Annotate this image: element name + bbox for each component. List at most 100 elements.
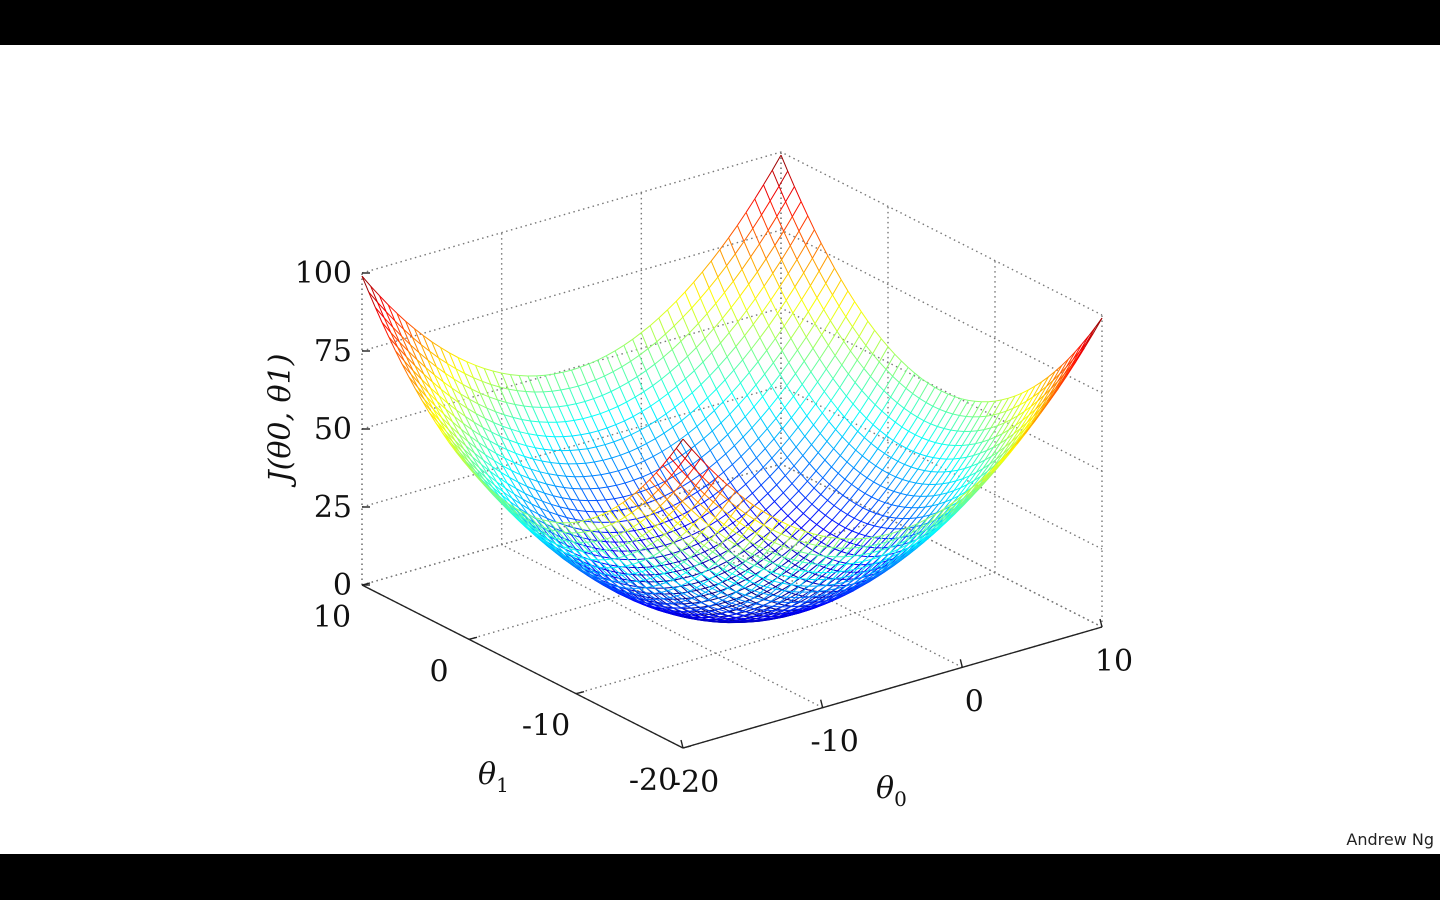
- mesh-line: [790, 417, 799, 428]
- mesh-line: [674, 607, 681, 609]
- mesh-line: [857, 564, 867, 573]
- y-tick-mark: [468, 636, 478, 641]
- mesh-line: [718, 578, 726, 585]
- mesh-line: [736, 225, 745, 242]
- mesh-line: [893, 518, 904, 530]
- mesh-line: [447, 363, 457, 370]
- mesh-line: [742, 436, 751, 448]
- mesh-line: [786, 571, 794, 576]
- mesh-line: [700, 375, 711, 385]
- mesh-line: [575, 403, 584, 419]
- mesh-line: [462, 384, 470, 400]
- mesh-line: [751, 427, 759, 439]
- mesh-line: [734, 253, 743, 270]
- mesh-line: [853, 517, 862, 522]
- mesh-line: [915, 482, 923, 485]
- mesh-line: [474, 452, 484, 461]
- mesh-line: [872, 410, 883, 425]
- mesh-line: [654, 438, 663, 452]
- mesh-line: [863, 424, 874, 438]
- mesh-line: [734, 436, 744, 447]
- mesh-line: [872, 555, 882, 560]
- mesh-line: [696, 418, 706, 427]
- mesh-line: [964, 455, 974, 469]
- mesh-line: [705, 610, 713, 615]
- mesh-line: [748, 372, 757, 386]
- mesh-line: [786, 446, 797, 458]
- mesh-line: [462, 423, 471, 437]
- mesh-line: [575, 401, 586, 405]
- mesh-line: [951, 469, 959, 472]
- mesh-line: [585, 461, 595, 464]
- mesh-line: [541, 536, 552, 546]
- mesh-line: [908, 468, 919, 482]
- mesh-line: [700, 384, 709, 399]
- mesh-line: [914, 420, 925, 436]
- mesh-line: [623, 420, 632, 435]
- mesh-line: [925, 387, 936, 403]
- mesh-line: [1026, 408, 1037, 423]
- mesh-line: [535, 517, 545, 529]
- mesh-line: [805, 487, 815, 499]
- mesh-line: [630, 581, 640, 589]
- mesh-line: [864, 481, 875, 494]
- mesh-line: [516, 390, 525, 407]
- mesh-line: [813, 412, 823, 426]
- mesh-line: [421, 400, 430, 413]
- mesh-line: [841, 350, 851, 366]
- mesh-line: [525, 445, 534, 460]
- mesh-line: [575, 521, 586, 533]
- mesh-line: [524, 518, 534, 529]
- mesh-line: [401, 335, 411, 346]
- mesh-line: [570, 534, 581, 538]
- mesh-line: [661, 451, 670, 464]
- mesh-line: [399, 341, 409, 352]
- mesh-line: [880, 485, 888, 490]
- mesh-line: [683, 561, 693, 569]
- mesh-line: [663, 573, 673, 581]
- mesh-line: [958, 484, 968, 497]
- mesh-line: [823, 593, 831, 600]
- mesh-line: [704, 485, 712, 495]
- mesh-line: [442, 381, 451, 397]
- mesh-line: [722, 615, 730, 619]
- mesh-line: [686, 531, 696, 540]
- mesh-line: [682, 534, 692, 540]
- mesh-line: [799, 406, 808, 417]
- mesh-line: [728, 491, 736, 502]
- mesh-line: [764, 448, 773, 459]
- mesh-line: [508, 439, 517, 454]
- mesh-line: [735, 425, 744, 438]
- mesh-line: [773, 580, 783, 584]
- mesh-line: [559, 506, 569, 510]
- mesh-line: [781, 350, 790, 363]
- mesh-line: [521, 419, 531, 422]
- mesh-line: [908, 416, 918, 432]
- mesh-line: [885, 532, 893, 543]
- mesh-line: [661, 590, 669, 593]
- mesh-line: [711, 422, 722, 432]
- mesh-line: [856, 566, 866, 570]
- mesh-line: [560, 387, 570, 391]
- mesh-line: [690, 474, 700, 482]
- mesh-line: [702, 467, 710, 478]
- mesh-line: [671, 553, 679, 563]
- mesh-line: [455, 368, 465, 374]
- mesh-line: [623, 541, 631, 552]
- mesh-line: [892, 375, 900, 383]
- mesh-line: [848, 373, 856, 383]
- mesh-line: [661, 371, 671, 380]
- mesh-line: [669, 595, 677, 599]
- mesh-line: [888, 416, 896, 423]
- mesh-line: [768, 588, 777, 596]
- mesh-line: [755, 599, 763, 605]
- mesh-line: [443, 413, 451, 427]
- mesh-line: [801, 384, 810, 395]
- mesh-line: [752, 492, 760, 503]
- mesh-line: [497, 445, 506, 459]
- mesh-line: [766, 556, 774, 563]
- mesh-line: [593, 461, 602, 476]
- mesh-line: [564, 524, 574, 529]
- mesh-line: [684, 448, 693, 459]
- mesh-line: [807, 215, 815, 230]
